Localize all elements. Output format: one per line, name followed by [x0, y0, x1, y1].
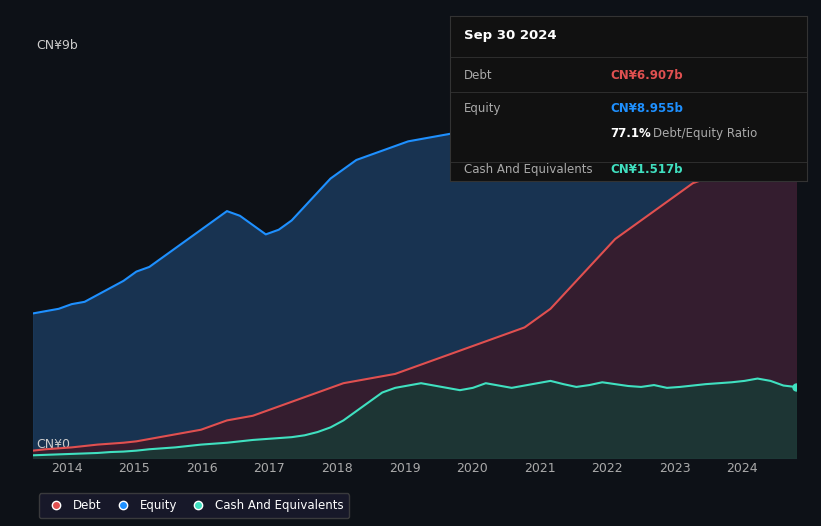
Text: CN¥6.907b: CN¥6.907b	[611, 69, 683, 82]
Text: CN¥9b: CN¥9b	[36, 39, 78, 52]
Legend: Debt, Equity, Cash And Equivalents: Debt, Equity, Cash And Equivalents	[39, 493, 349, 518]
Text: CN¥1.517b: CN¥1.517b	[611, 164, 683, 176]
Text: Sep 30 2024: Sep 30 2024	[464, 29, 557, 42]
Text: Debt: Debt	[464, 69, 493, 82]
Text: CN¥0: CN¥0	[36, 438, 71, 451]
Text: 77.1%: 77.1%	[611, 127, 651, 140]
Text: CN¥8.955b: CN¥8.955b	[611, 102, 684, 115]
Text: Debt/Equity Ratio: Debt/Equity Ratio	[654, 127, 758, 140]
Text: Cash And Equivalents: Cash And Equivalents	[464, 164, 593, 176]
Text: Equity: Equity	[464, 102, 502, 115]
